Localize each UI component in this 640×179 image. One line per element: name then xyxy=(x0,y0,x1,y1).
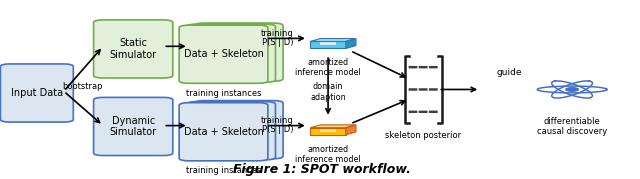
FancyBboxPatch shape xyxy=(419,111,428,113)
Polygon shape xyxy=(310,125,356,128)
Polygon shape xyxy=(346,125,356,135)
Polygon shape xyxy=(310,41,346,49)
Polygon shape xyxy=(310,38,356,41)
Text: amortized
inference model: amortized inference model xyxy=(295,145,361,164)
Polygon shape xyxy=(321,129,335,132)
Text: bootstrap: bootstrap xyxy=(62,82,102,91)
FancyBboxPatch shape xyxy=(187,24,275,82)
Text: Input Data: Input Data xyxy=(11,88,63,98)
FancyBboxPatch shape xyxy=(93,20,173,78)
FancyBboxPatch shape xyxy=(429,88,438,91)
Text: Figure 1: SPOT workflow.: Figure 1: SPOT workflow. xyxy=(233,163,411,176)
Text: P(S | D): P(S | D) xyxy=(262,38,293,47)
FancyBboxPatch shape xyxy=(419,66,428,68)
Polygon shape xyxy=(321,42,335,45)
FancyBboxPatch shape xyxy=(408,88,417,91)
FancyBboxPatch shape xyxy=(195,101,283,159)
Text: training instances: training instances xyxy=(186,90,261,98)
Text: Data + Skeleton: Data + Skeleton xyxy=(184,127,264,137)
Polygon shape xyxy=(346,38,356,49)
FancyBboxPatch shape xyxy=(408,111,417,113)
Polygon shape xyxy=(310,128,346,135)
FancyBboxPatch shape xyxy=(408,66,417,68)
Text: amortized
inference model: amortized inference model xyxy=(295,58,361,77)
Text: Static
Simulator: Static Simulator xyxy=(109,38,157,60)
Text: skeleton posterior: skeleton posterior xyxy=(385,131,461,140)
FancyBboxPatch shape xyxy=(429,111,438,113)
Text: Dynamic
Simulator: Dynamic Simulator xyxy=(109,116,157,137)
FancyBboxPatch shape xyxy=(179,25,268,83)
Text: Data + Skeleton: Data + Skeleton xyxy=(184,49,264,59)
Text: training instances: training instances xyxy=(186,166,261,175)
FancyBboxPatch shape xyxy=(179,103,268,161)
FancyBboxPatch shape xyxy=(429,66,438,68)
Text: training: training xyxy=(261,30,294,38)
Text: differentiable
causal discovery: differentiable causal discovery xyxy=(537,117,607,136)
Circle shape xyxy=(566,88,579,91)
FancyBboxPatch shape xyxy=(195,23,283,81)
Text: P(S | D): P(S | D) xyxy=(262,125,293,134)
FancyBboxPatch shape xyxy=(187,102,275,160)
FancyBboxPatch shape xyxy=(93,97,173,156)
FancyBboxPatch shape xyxy=(419,88,428,91)
Text: domain
adaption: domain adaption xyxy=(310,83,346,102)
Text: training: training xyxy=(261,116,294,125)
Text: guide: guide xyxy=(497,68,522,77)
FancyBboxPatch shape xyxy=(1,64,74,122)
